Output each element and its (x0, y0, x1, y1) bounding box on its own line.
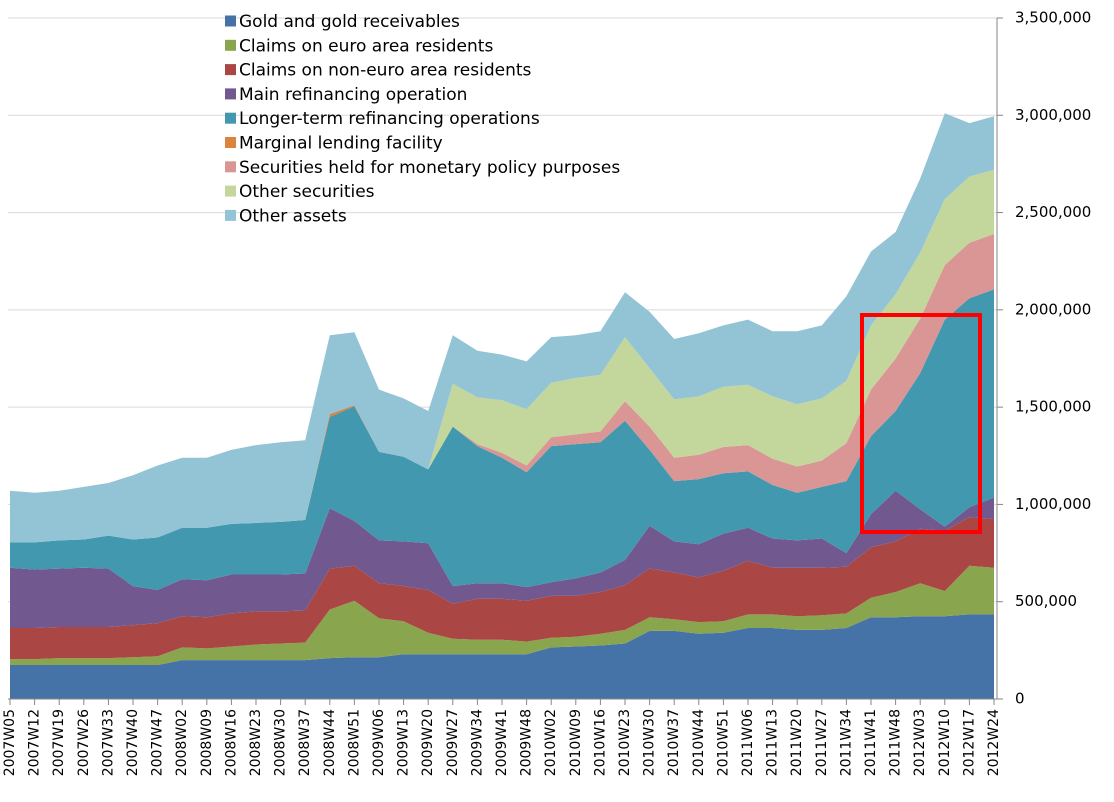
x-tick-label: 2010W09 (568, 709, 584, 776)
x-tick-label: 2011W34 (838, 709, 854, 776)
x-tick-label: 2009W27 (445, 709, 461, 776)
x-tick-label: 2007W40 (125, 709, 141, 776)
legend-label: Main refinancing operation (239, 85, 467, 105)
legend-swatch (225, 137, 236, 148)
legend-swatch (225, 185, 236, 197)
y-tick-label: 1,000,000 (1015, 495, 1091, 513)
x-tick-label: 2011W41 (863, 709, 879, 776)
x-tick-label: 2012W10 (937, 709, 953, 776)
legend-swatch (225, 64, 236, 76)
x-tick-label: 2008W16 (223, 709, 239, 776)
y-tick-label: 1,500,000 (1015, 398, 1091, 416)
legend-label: Longer-term refinancing operations (239, 109, 540, 129)
area-layer (10, 113, 994, 699)
x-tick-label: 2009W48 (519, 709, 535, 776)
legend-swatch (225, 39, 236, 51)
x-tick-label: 2011W27 (814, 709, 830, 776)
highlight-box (860, 313, 982, 534)
legend-label: Other assets (239, 206, 347, 226)
y-tick-label: 500,000 (1015, 592, 1077, 610)
x-tick-label: 2010W23 (617, 709, 633, 776)
legend-label: Claims on euro area residents (239, 36, 493, 56)
x-tick-label: 2009W41 (494, 709, 510, 776)
y-tick-label: 0 (1015, 690, 1025, 708)
x-tick-label: 2007W05 (2, 709, 18, 776)
x-tick-label: 2007W19 (51, 709, 67, 776)
legend-swatch (225, 112, 236, 124)
legend-label: Gold and gold receivables (239, 12, 460, 32)
x-tick-label: 2010W30 (642, 709, 658, 776)
x-tick-label: 2007W47 (150, 709, 166, 776)
legend-label: Marginal lending facility (239, 134, 443, 154)
x-tick-label: 2008W51 (346, 709, 362, 776)
x-tick-label: 2009W13 (396, 709, 412, 776)
x-tick-label: 2010W51 (715, 709, 731, 776)
legend-label: Claims on non-euro area residents (239, 61, 532, 81)
area (10, 614, 994, 699)
x-tick-label: 2010W44 (691, 709, 707, 776)
y-tick-label: 2,000,000 (1015, 300, 1091, 318)
x-tick-label: 2009W06 (371, 709, 387, 776)
x-tick-label: 2012W17 (961, 709, 977, 776)
legend-label: Securities held for monetary policy purp… (239, 158, 620, 178)
x-tick-label: 2012W24 (986, 709, 1002, 776)
axis-layer: 0 500,000 1,000,000 1,500,000 2,000,000 2,500… (2, 9, 1091, 777)
y-tick-label: 3,500,000 (1015, 9, 1091, 27)
y-tick-label: 2,500,000 (1015, 203, 1091, 221)
x-tick-label: 2008W30 (273, 709, 289, 776)
area (10, 490, 994, 628)
area (10, 113, 994, 543)
area (10, 565, 994, 665)
area (10, 289, 994, 590)
x-tick-label: 2011W20 (789, 709, 805, 776)
area (10, 234, 994, 543)
x-tick-label: 2007W12 (27, 709, 43, 776)
x-tick-label: 2008W02 (174, 709, 190, 776)
x-tick-label: 2010W02 (543, 709, 559, 776)
x-tick-label: 2011W13 (765, 709, 781, 776)
x-tick-label: 2008W09 (199, 709, 215, 776)
legend-swatch (225, 88, 236, 100)
x-tick-label: 2011W06 (740, 709, 756, 776)
legend: Gold and gold receivables Claims on euro … (225, 12, 620, 226)
y-tick-label: 3,000,000 (1015, 106, 1091, 124)
area (10, 517, 994, 660)
legend-swatch (225, 15, 236, 27)
x-tick-label: 2012W03 (912, 709, 928, 776)
legend-label: Other securities (239, 182, 375, 202)
x-tick-label: 2010W16 (592, 709, 608, 776)
x-tick-label: 2010W37 (666, 709, 682, 776)
legend-swatch (225, 161, 236, 173)
x-tick-label: 2007W26 (76, 709, 92, 776)
x-tick-label: 2008W44 (322, 709, 338, 776)
legend-swatch (225, 209, 236, 221)
x-tick-label: 2007W33 (100, 709, 116, 776)
x-tick-label: 2011W48 (888, 709, 904, 776)
x-tick-label: 2009W20 (420, 709, 436, 776)
x-tick-label: 2008W23 (248, 709, 264, 776)
x-tick-label: 2009W34 (469, 709, 485, 776)
x-tick-label: 2008W37 (297, 709, 313, 776)
